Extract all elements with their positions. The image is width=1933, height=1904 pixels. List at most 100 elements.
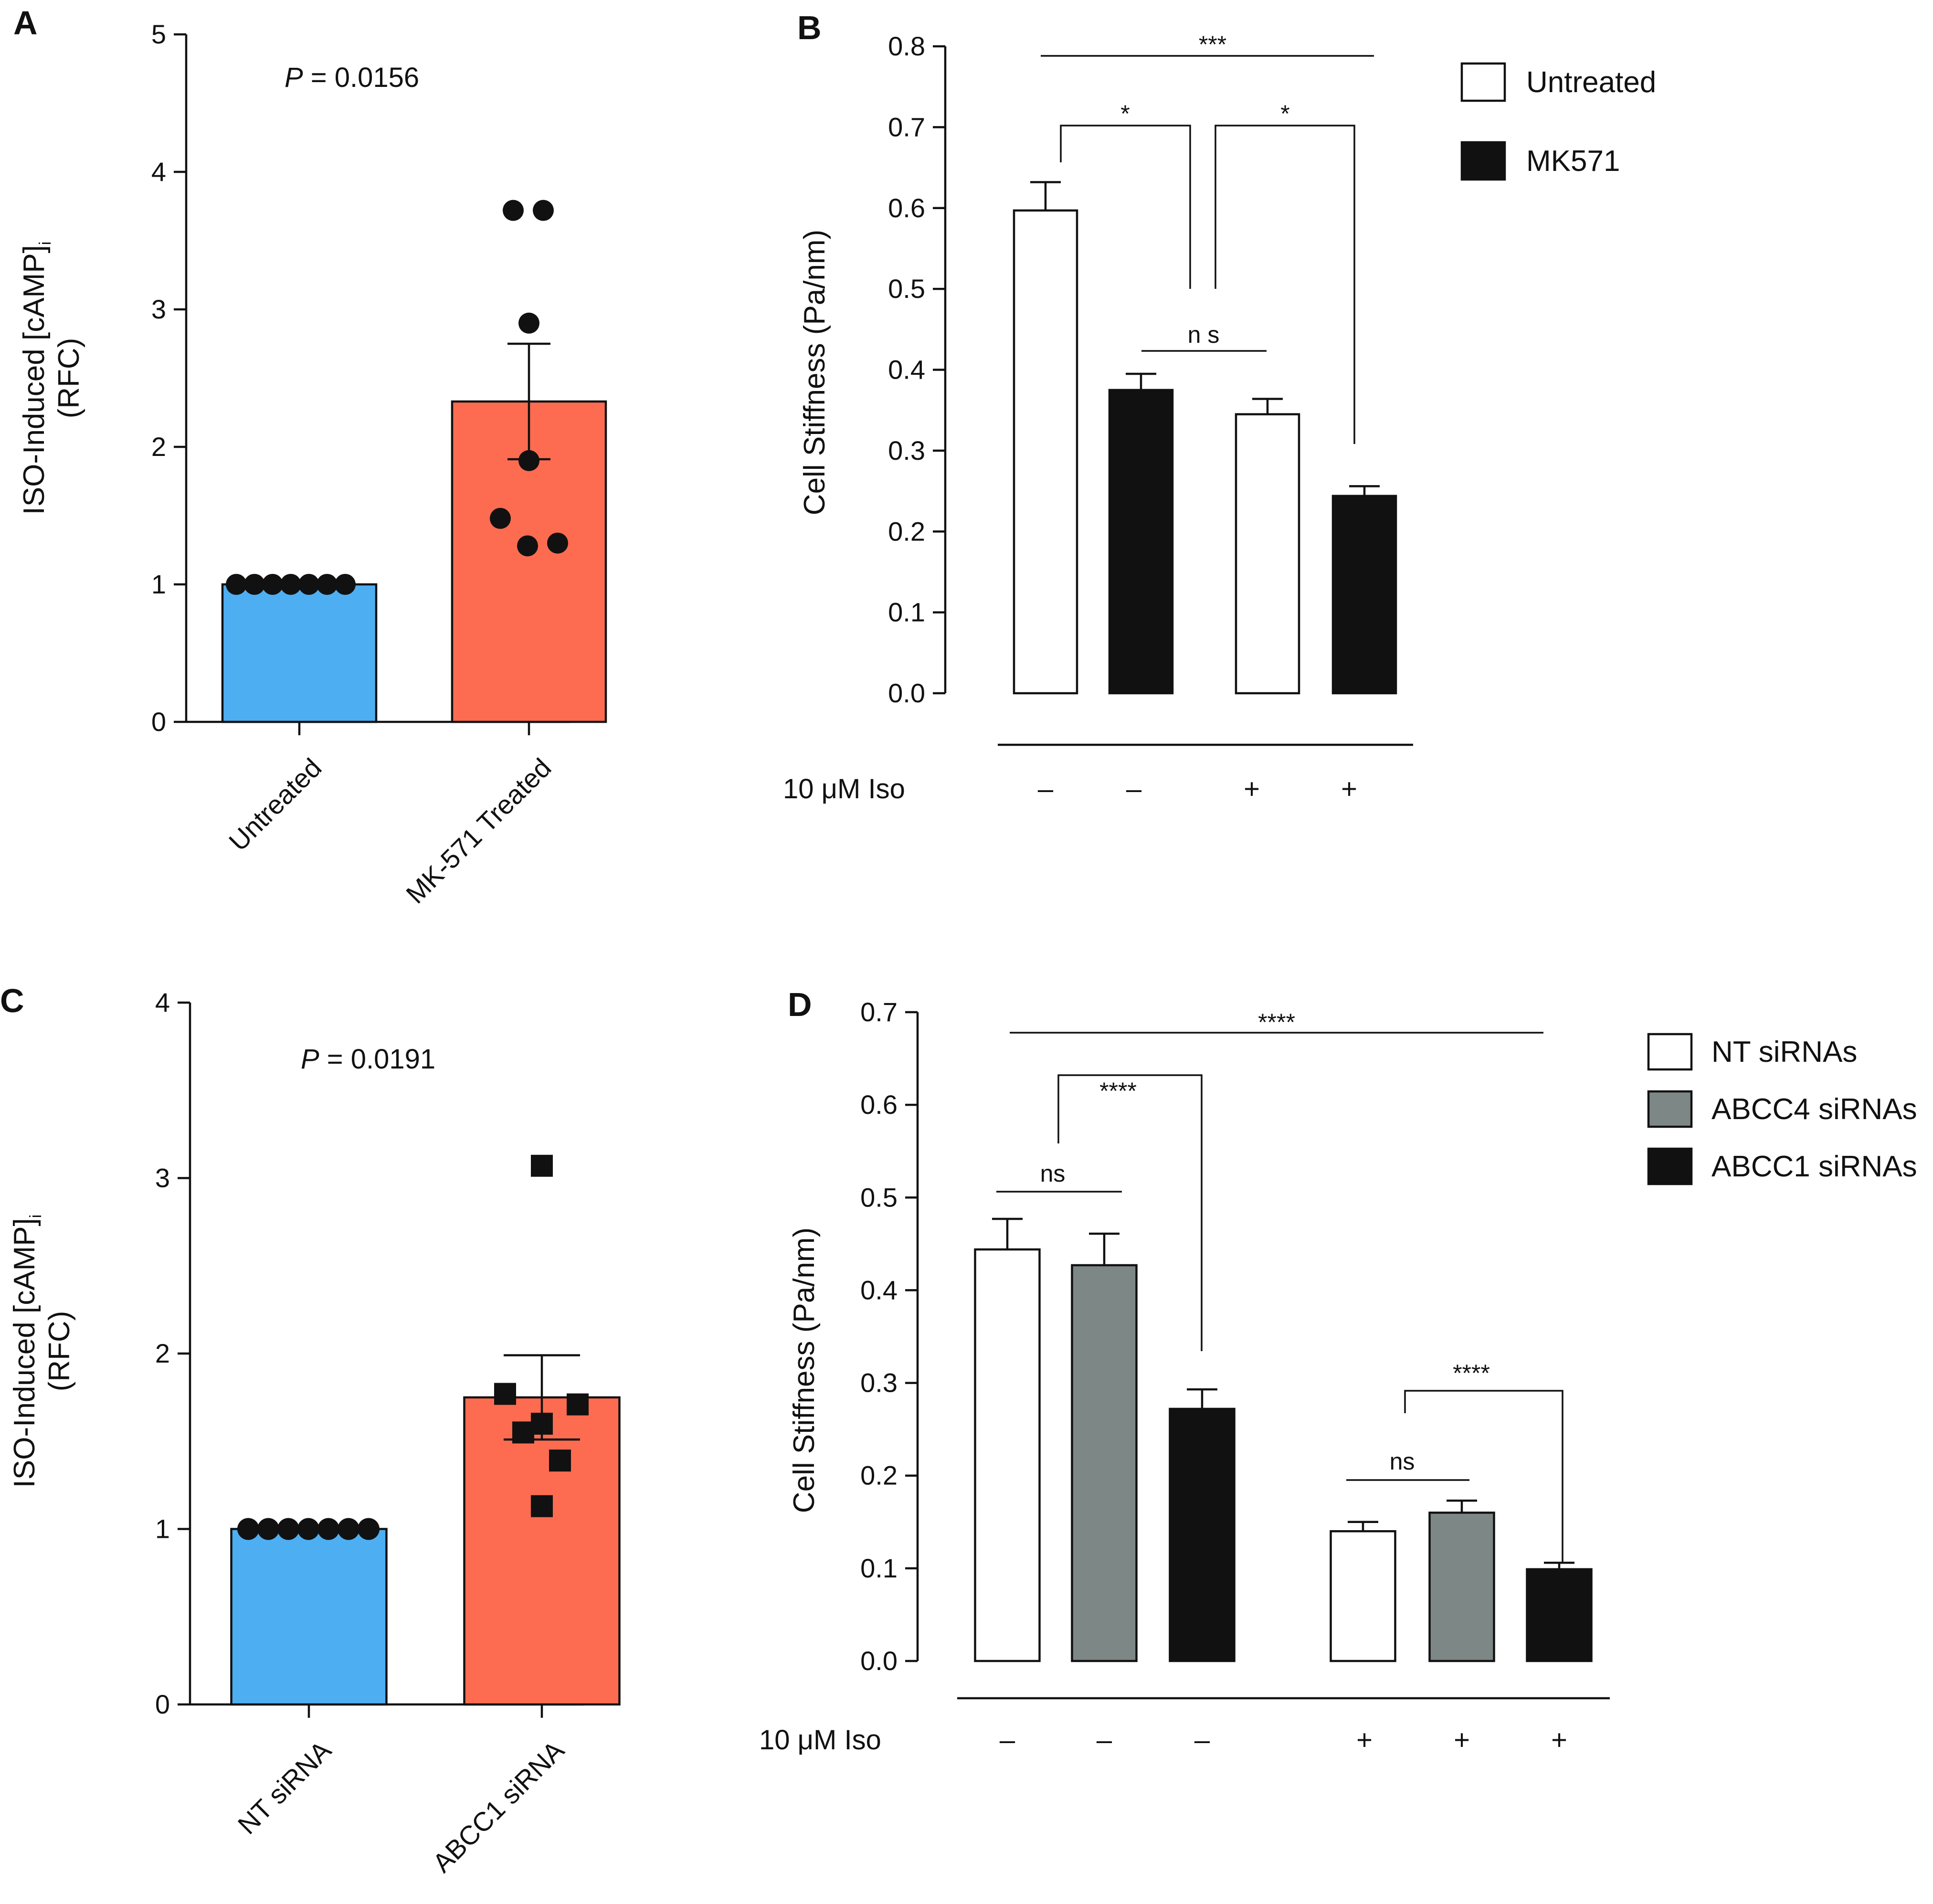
point-c-1-4 xyxy=(567,1393,589,1416)
y-axis-title-c-sub: i xyxy=(27,1215,45,1218)
legend-label-b-1: MK571 xyxy=(1526,145,1620,178)
iso-mark-d-5: + xyxy=(1551,1724,1567,1756)
y-tick-label-a-4: 4 xyxy=(151,157,166,187)
point-a-1-2 xyxy=(518,312,539,334)
sig-label-d-1: **** xyxy=(1099,1078,1137,1104)
y-tick-label-b-3: 0.3 xyxy=(888,435,925,465)
panel-letter-b: B xyxy=(797,9,822,46)
y-tick-label-b-1: 0.1 xyxy=(888,597,925,627)
iso-label-b: 10 μM Iso xyxy=(783,773,905,804)
y-tick-label-b-0: 0.0 xyxy=(888,678,925,708)
iso-mark-d-2: – xyxy=(1194,1724,1210,1756)
bar-d-0 xyxy=(974,1248,1041,1662)
point-a-0-2 xyxy=(262,574,283,595)
p-value-c-italic: P xyxy=(301,1044,319,1075)
y-tick-label-b-8: 0.8 xyxy=(888,31,925,61)
iso-mark-d-3: + xyxy=(1356,1724,1373,1756)
y-tick-label-a-0: 0 xyxy=(151,707,166,737)
y-tick-label-b-6: 0.6 xyxy=(888,193,925,223)
y-tick-label-b-4: 0.4 xyxy=(888,355,925,385)
panel-letter-d: D xyxy=(788,986,812,1023)
y-tick-label-b-2: 0.2 xyxy=(888,516,925,546)
point-c-0-6 xyxy=(358,1518,380,1540)
y-axis-title-a-line2: (RFC) xyxy=(53,338,85,419)
sig-label-b-2: * xyxy=(1280,100,1289,127)
point-a-1-1 xyxy=(533,200,554,221)
legend-swatch-d-2 xyxy=(1647,1147,1693,1185)
y-axis-title-d: Cell Stiffness (Pa/nm) xyxy=(788,1227,821,1513)
sig-label-d-3: **** xyxy=(1453,1360,1490,1386)
point-c-1-5 xyxy=(549,1449,571,1472)
p-value-c: P = 0.0191 xyxy=(301,1044,435,1075)
point-a-1-5 xyxy=(517,535,538,557)
legend-swatch-d-1 xyxy=(1647,1090,1693,1128)
point-a-0-5 xyxy=(317,574,338,595)
y-tick-label-d-7: 0.7 xyxy=(860,997,898,1027)
point-a-1-4 xyxy=(490,508,511,529)
y-tick-label-d-3: 0.3 xyxy=(860,1368,898,1398)
y-tick-label-d-0: 0.0 xyxy=(860,1646,898,1676)
point-c-0-5 xyxy=(338,1518,359,1540)
point-a-0-1 xyxy=(244,574,265,595)
y-tick-label-d-5: 0.5 xyxy=(860,1182,898,1212)
iso-mark-b-3: + xyxy=(1341,773,1357,804)
category-label-a-0: Untreated xyxy=(223,752,327,857)
sig-label-d-0: **** xyxy=(1258,1009,1295,1036)
y-tick-label-c-4: 4 xyxy=(155,987,170,1017)
point-c-1-0 xyxy=(531,1154,553,1177)
bar-d-1 xyxy=(1071,1264,1138,1662)
sig-bracket-d-1 xyxy=(1057,1074,1203,1351)
bar-b-3 xyxy=(1331,495,1397,695)
p-value-a: P = 0.0156 xyxy=(285,62,419,93)
point-c-1-6 xyxy=(531,1495,553,1517)
point-a-0-4 xyxy=(298,574,319,595)
p-value-a-rest: = 0.0156 xyxy=(303,62,420,93)
bar-c-0 xyxy=(230,1528,388,1706)
legend-swatch-b-0 xyxy=(1460,62,1506,102)
legend-label-b-0: Untreated xyxy=(1526,66,1656,99)
y-tick-label-c-2: 2 xyxy=(155,1338,170,1368)
iso-mark-b-1: – xyxy=(1126,773,1142,804)
y-axis-title-a-main: ISO-Induced [cAMP] xyxy=(18,245,51,515)
panel-a: A 0 1 2 3 4 5 Untreated MK-571 Treated ISO-Induce… xyxy=(13,4,607,909)
legend-swatch-d-0 xyxy=(1647,1033,1693,1071)
y-tick-label-b-7: 0.7 xyxy=(888,112,925,142)
y-axis-title-a: ISO-Induced [cAMP]i xyxy=(18,242,54,515)
sig-bracket-b-2 xyxy=(1215,125,1355,444)
y-tick-label-c-3: 3 xyxy=(155,1163,170,1193)
bar-d-3 xyxy=(1330,1530,1396,1662)
point-c-0-4 xyxy=(317,1518,339,1540)
y-tick-label-d-6: 0.6 xyxy=(860,1090,898,1120)
y-axis-title-c: ISO-Induced [cAMP]i xyxy=(8,1215,45,1488)
panel-b: B 0.0 0.1 0.2 0.3 0.4 0.5 0.6 0.7 0.8 Cell Stiffne… xyxy=(783,9,1656,804)
bar-c-1 xyxy=(463,1396,621,1706)
point-a-0-0 xyxy=(226,574,247,595)
point-a-1-3 xyxy=(518,450,539,471)
y-tick-label-a-1: 1 xyxy=(151,569,166,599)
y-axis-title-c-line2: (RFC) xyxy=(43,1311,76,1392)
iso-mark-d-4: + xyxy=(1454,1724,1470,1756)
y-tick-label-c-0: 0 xyxy=(155,1689,170,1719)
bar-a-0 xyxy=(221,583,378,723)
category-label-c-1: ABCC1 siRNA xyxy=(427,1735,570,1878)
y-tick-label-d-1: 0.1 xyxy=(860,1553,898,1583)
y-tick-label-c-1: 1 xyxy=(155,1514,170,1544)
point-a-1-6 xyxy=(547,532,568,554)
panel-letter-a: A xyxy=(13,4,38,42)
category-label-a-1: MK-571 Treated xyxy=(400,752,557,909)
y-tick-label-a-2: 2 xyxy=(151,432,166,462)
iso-mark-d-1: – xyxy=(1097,1724,1112,1756)
bar-b-0 xyxy=(1013,209,1078,695)
y-tick-label-a-3: 3 xyxy=(151,294,166,324)
panel-d: D 0.0 0.1 0.2 0.3 0.4 0.5 0.6 0.7 Cell Stiffness … xyxy=(759,986,1917,1756)
point-a-0-3 xyxy=(280,574,301,595)
bar-d-4 xyxy=(1428,1512,1495,1662)
bar-d-2 xyxy=(1169,1407,1236,1662)
y-axis-title-b: Cell Stiffness (Pa/nm) xyxy=(798,230,831,515)
point-c-0-0 xyxy=(237,1518,259,1540)
legend-label-d-2: ABCC1 siRNAs xyxy=(1711,1150,1917,1183)
point-c-1-2 xyxy=(531,1413,553,1435)
point-a-1-0 xyxy=(503,200,524,221)
sig-label-b-0: *** xyxy=(1199,31,1226,58)
